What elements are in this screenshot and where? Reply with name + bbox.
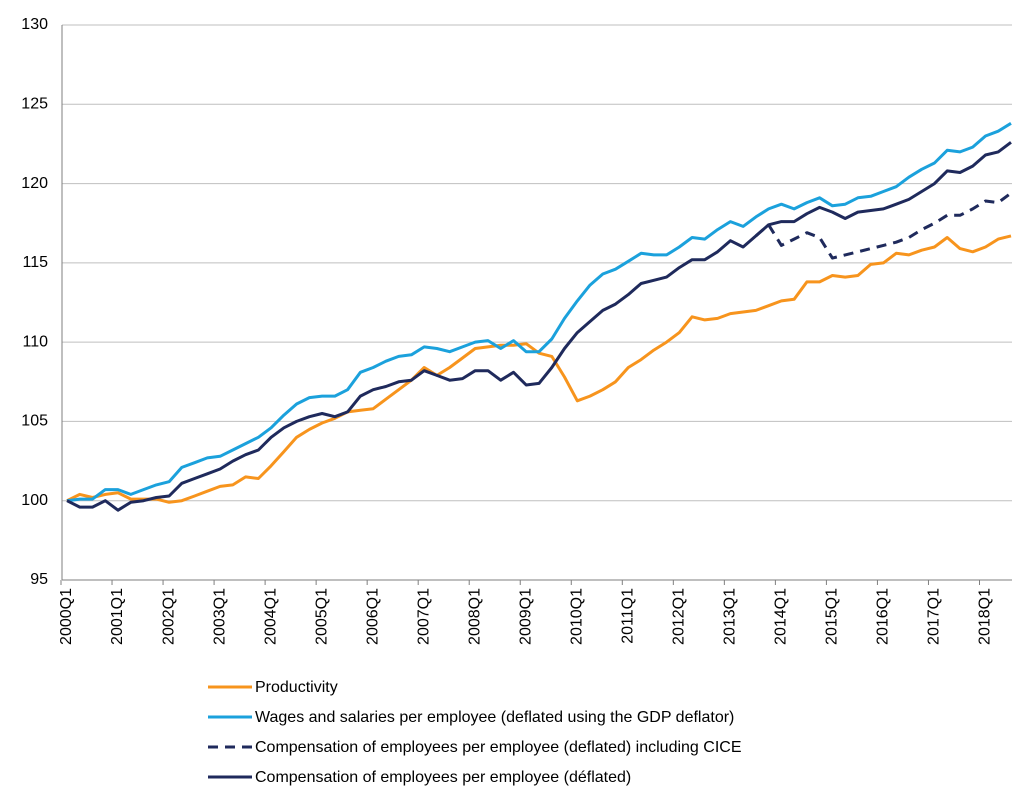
y-tick-label: 115 [22, 254, 48, 271]
y-tick-label: 100 [21, 492, 48, 509]
x-tick-label: 2008Q1 [466, 588, 483, 645]
series-line [66, 122, 1012, 503]
y-tick-label: 105 [21, 413, 48, 430]
x-tick-label: 2012Q1 [671, 588, 688, 645]
x-tick-label: 2010Q1 [568, 588, 585, 645]
x-tick-label: 2000Q1 [58, 588, 75, 645]
x-tick-label: 2002Q1 [160, 588, 177, 645]
legend-label: Productivity [255, 679, 338, 696]
x-tick-label: 2013Q1 [722, 588, 739, 645]
series-line [754, 191, 1012, 260]
y-tick-label: 125 [21, 96, 48, 113]
legend-label: Compensation of employees per employee (… [255, 769, 631, 786]
series-line [66, 141, 1012, 512]
x-tick-label: 2016Q1 [875, 588, 892, 645]
x-tick-label: 2006Q1 [364, 588, 381, 645]
x-tick-label: 2009Q1 [517, 588, 534, 645]
x-tick-label: 2011Q1 [620, 588, 637, 644]
x-tick-label: 2003Q1 [211, 588, 228, 645]
legend-label: Wages and salaries per employee (deflate… [255, 709, 734, 726]
y-tick-label: 120 [21, 175, 48, 192]
x-tick-label: 2018Q1 [977, 588, 994, 645]
x-tick-label: 2004Q1 [262, 588, 279, 645]
y-tick-label: 130 [21, 16, 48, 33]
x-tick-label: 2015Q1 [824, 588, 841, 645]
x-tick-label: 2007Q1 [415, 588, 432, 645]
x-tick-label: 2005Q1 [313, 588, 330, 645]
x-tick-label: 2014Q1 [773, 588, 790, 645]
x-tick-label: 2001Q1 [109, 588, 126, 645]
series-line [66, 234, 1012, 504]
y-tick-label: 110 [22, 333, 48, 350]
legend-label: Compensation of employees per employee (… [255, 739, 741, 756]
y-tick-label: 95 [30, 571, 48, 588]
x-tick-label: 2017Q1 [926, 588, 943, 645]
